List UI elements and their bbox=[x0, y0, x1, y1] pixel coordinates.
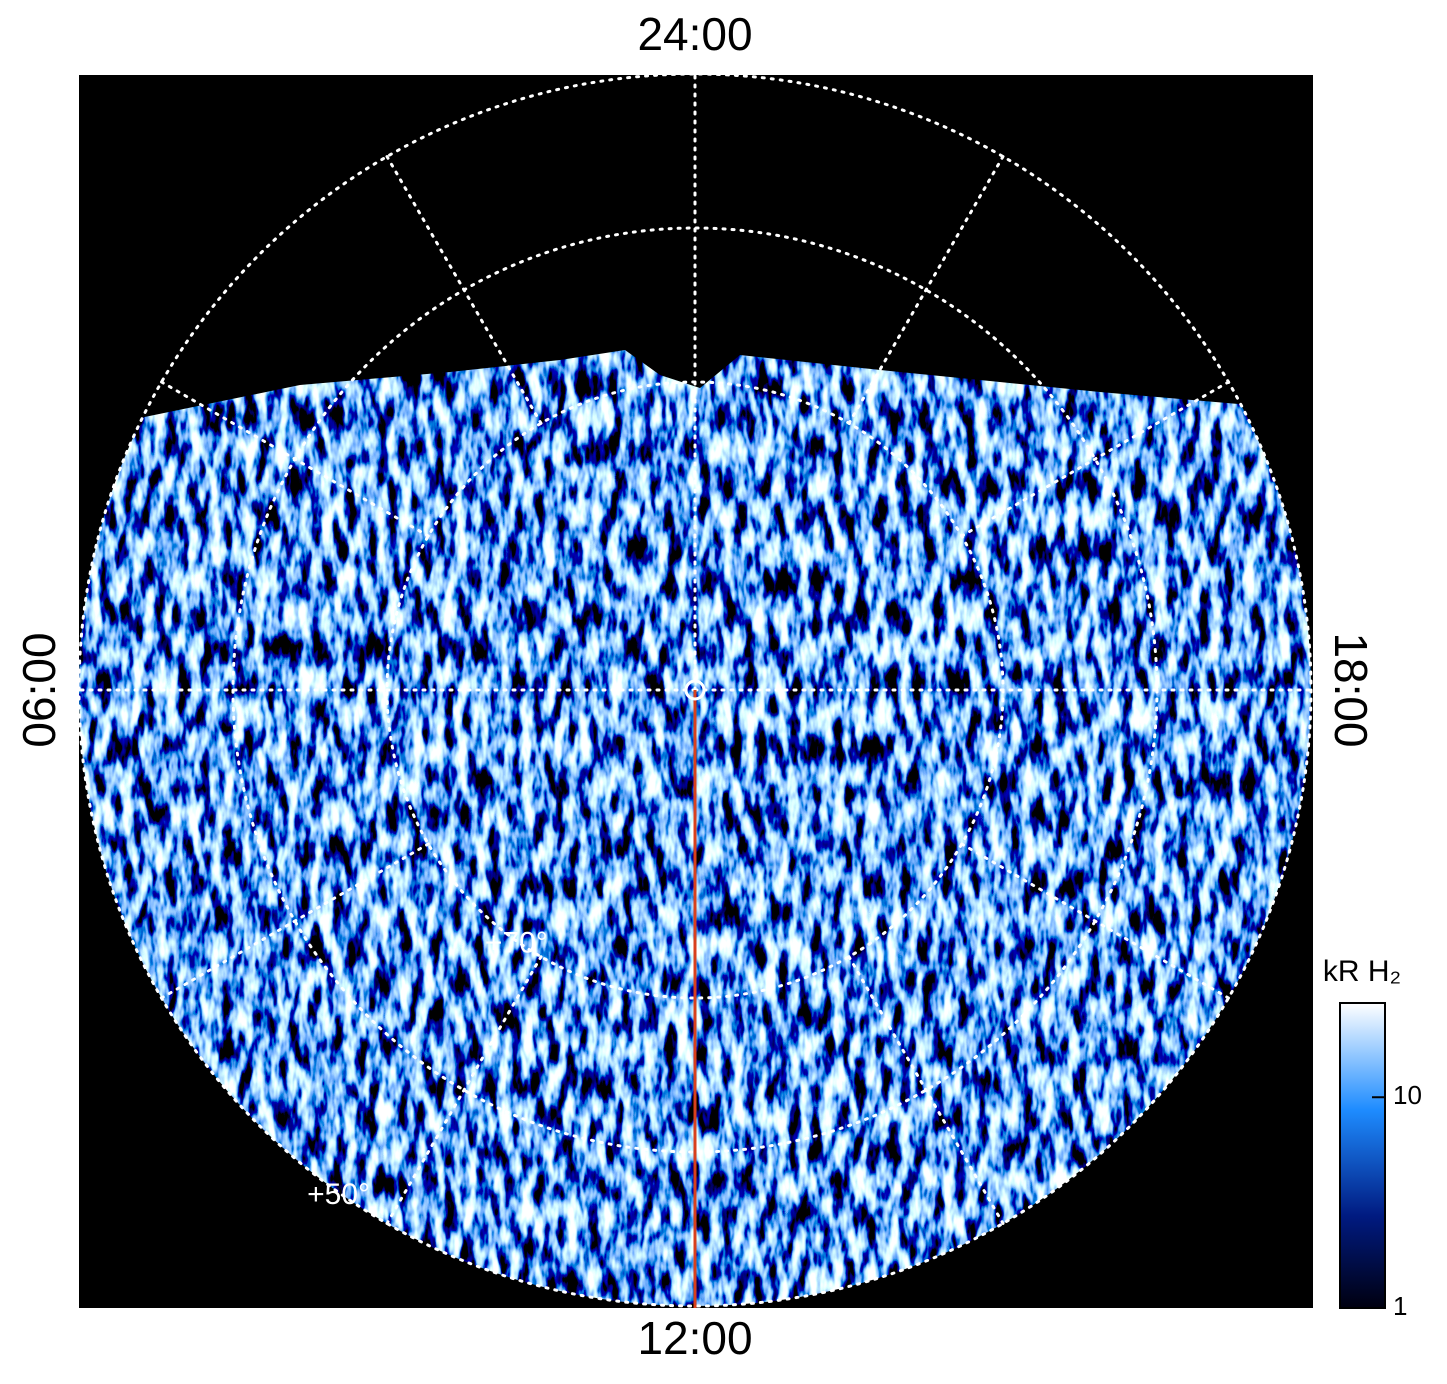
local-time-line bbox=[960, 842, 1230, 1000]
latitude-label: +50° bbox=[307, 1178, 370, 1211]
latitude-label: +70° bbox=[485, 927, 548, 960]
local-time-line bbox=[960, 380, 1230, 538]
latitude-circle bbox=[77, 72, 1313, 1308]
local-time-label: 18:00 bbox=[1325, 632, 1377, 747]
colorbar-tick-label: 10 bbox=[1393, 1080, 1422, 1110]
local-time-line bbox=[160, 380, 430, 538]
colorbar-tick-label: 1 bbox=[1393, 1291, 1407, 1321]
local-time-line bbox=[385, 155, 543, 425]
local-time-line bbox=[160, 842, 430, 1000]
local-time-line bbox=[847, 155, 1005, 425]
local-time-line bbox=[847, 955, 1005, 1225]
pole-marker bbox=[684, 679, 706, 701]
local-time-line bbox=[385, 955, 543, 1225]
local-time-label: 12:00 bbox=[637, 1312, 752, 1364]
colorbar bbox=[1339, 1002, 1386, 1309]
colorbar-label: kR H₂ bbox=[1323, 955, 1401, 988]
local-time-label: 24:00 bbox=[637, 8, 752, 60]
local-time-label: 06:00 bbox=[13, 632, 65, 747]
